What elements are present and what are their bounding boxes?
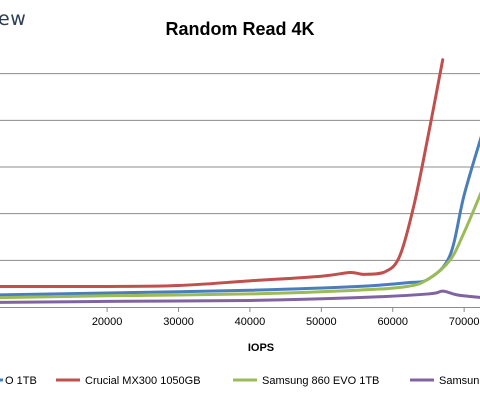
x-tick-label: 20000 xyxy=(92,316,123,328)
series-lines xyxy=(0,58,480,304)
chart-title: Random Read 4K xyxy=(165,19,314,39)
x-tick-label: 30000 xyxy=(163,316,194,328)
x-tick-label: 40000 xyxy=(235,316,266,328)
legend-label-0: O 1TB xyxy=(5,375,37,387)
grid xyxy=(0,73,480,261)
x-tick-label: 70000 xyxy=(449,316,480,328)
legend: O 1TB Crucial MX300 1050GB Samsung 860 EVO… xyxy=(0,375,479,387)
x-tick-label: 50000 xyxy=(306,316,337,328)
series-line-1 xyxy=(0,58,445,289)
x-tick-label: 60000 xyxy=(377,316,408,328)
legend-label-3: Samsun xyxy=(439,375,479,387)
series-line-0 xyxy=(0,135,480,297)
legend-label-1: Crucial MX300 1050GB xyxy=(85,375,201,387)
x-axis-label: IOPS xyxy=(248,342,274,354)
series-line-3 xyxy=(0,289,480,304)
legend-label-2: Samsung 860 EVO 1TB xyxy=(262,375,379,387)
series-line-2 xyxy=(0,191,480,300)
x-ticks: 20000 30000 40000 50000 60000 70000 xyxy=(92,307,480,328)
logo-text: ew xyxy=(0,8,27,30)
